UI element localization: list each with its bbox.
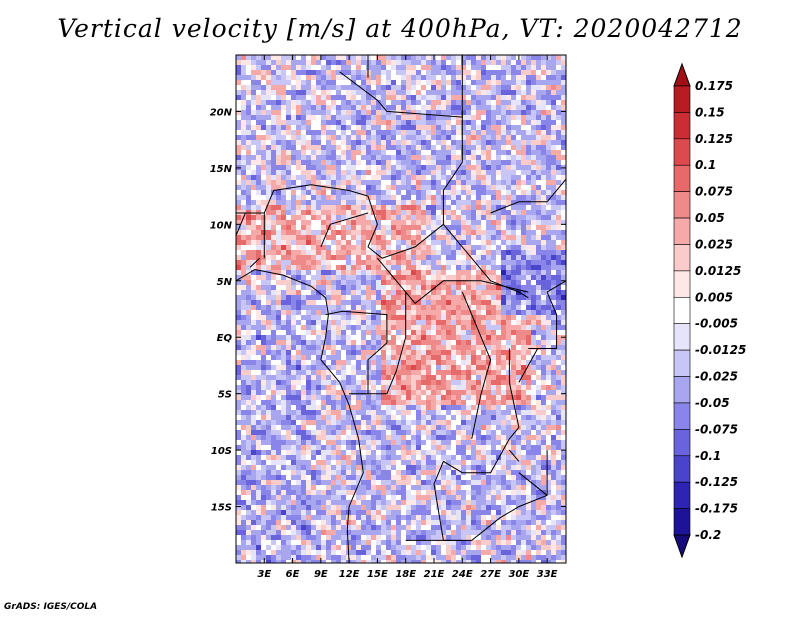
colorbar-segment <box>673 191 691 219</box>
x-tick-label: 12E <box>339 569 360 580</box>
x-tick-label: 6E <box>286 569 300 580</box>
chart-title: Vertical velocity [m/s] at 400hPa, VT: 2… <box>57 14 743 43</box>
colorbar-label: 0.1 <box>695 158 716 172</box>
border-line <box>442 111 463 225</box>
y-tick-label: EQ <box>217 333 233 344</box>
colorbar: 0.175 0.15 0.125 0.1 0.075 0.05 0.025 0.0125 0.0… <box>673 62 746 559</box>
border-line <box>325 310 388 394</box>
colorbar-label: -0.2 <box>695 528 721 542</box>
y-tick-label: 5S <box>218 390 232 401</box>
colorbar-label: 0.125 <box>695 132 733 146</box>
x-tick-label: 9E <box>314 569 328 580</box>
colorbar-segment <box>673 349 691 377</box>
border-line <box>509 449 520 462</box>
axes: 3E 6E 9E 12E 15E 18E 21E 24E 27E 30E 33E 20N 15N 10N 5… <box>210 55 566 580</box>
colorbar-label: -0.125 <box>695 475 738 489</box>
border-line <box>518 280 566 383</box>
x-tick-label: 24E <box>452 569 473 580</box>
y-tick-label: 20N <box>210 107 233 118</box>
colorbar-label: 0.025 <box>695 237 733 251</box>
colorbar-segment <box>673 112 691 140</box>
border-line <box>490 178 566 214</box>
x-tick-label: 27E <box>480 569 501 580</box>
y-tick-label: 15S <box>211 503 232 514</box>
colorbar-label: -0.05 <box>695 396 730 410</box>
border-line <box>377 257 529 305</box>
colorbar-segment <box>673 244 691 272</box>
grads-footer: GrADS: IGES/COLA <box>4 602 98 612</box>
colorbar-label: 0.075 <box>695 185 733 199</box>
colorbar-segment <box>673 376 691 404</box>
colorbar-segment <box>673 270 691 298</box>
colorbar-label: -0.1 <box>695 449 721 463</box>
colorbar-bottom-arrow <box>673 534 691 559</box>
colorbar-segment <box>673 217 691 245</box>
y-tick-label: 15N <box>210 164 233 175</box>
colorbar-segment <box>673 429 691 457</box>
x-tick-label: 30E <box>508 569 529 580</box>
colorbar-label: 0.005 <box>695 290 733 304</box>
border-line <box>249 257 260 268</box>
colorbar-segment <box>673 85 691 113</box>
colorbar-segment <box>673 508 691 536</box>
x-tick-label: 18E <box>395 569 416 580</box>
y-tick-label: 10N <box>210 220 233 231</box>
y-tick-label: 10S <box>211 446 232 457</box>
colorbar-label: 0.175 <box>695 79 733 93</box>
colorbar-label: -0.0125 <box>695 343 746 357</box>
border-line <box>320 212 369 248</box>
colorbar-label: -0.025 <box>695 370 738 384</box>
x-tick-label: 21E <box>424 569 445 580</box>
colorbar-segment <box>673 323 691 351</box>
map-frame <box>235 54 567 564</box>
colorbar-label: -0.075 <box>695 422 738 436</box>
border-line <box>461 291 492 439</box>
colorbar-label: -0.175 <box>695 502 738 516</box>
colorbar-segment <box>673 402 691 430</box>
colorbar-top-arrow <box>673 62 691 87</box>
border-line <box>236 268 364 563</box>
x-tick-label: 3E <box>257 569 271 580</box>
colorbar-label: 0.05 <box>695 211 725 225</box>
colorbar-segment <box>673 481 691 509</box>
colorbar-label: 0.15 <box>695 105 725 119</box>
velocity-field <box>236 55 566 563</box>
colorbar-segment <box>673 164 691 192</box>
border-line <box>349 292 407 395</box>
x-tick-label: 33E <box>537 569 558 580</box>
colorbar-segment <box>673 296 691 325</box>
colorbar-segment <box>673 138 691 166</box>
colorbar-label: -0.005 <box>695 317 738 331</box>
x-tick-label: 15E <box>367 569 388 580</box>
colorbar-segment <box>673 455 691 483</box>
border-line <box>518 472 548 496</box>
border-line <box>433 348 548 541</box>
colorbar-label: 0.0125 <box>695 264 741 278</box>
country-borders <box>236 55 566 563</box>
border-line <box>339 55 463 118</box>
border-line <box>236 184 529 299</box>
y-tick-label: 5N <box>217 277 233 288</box>
